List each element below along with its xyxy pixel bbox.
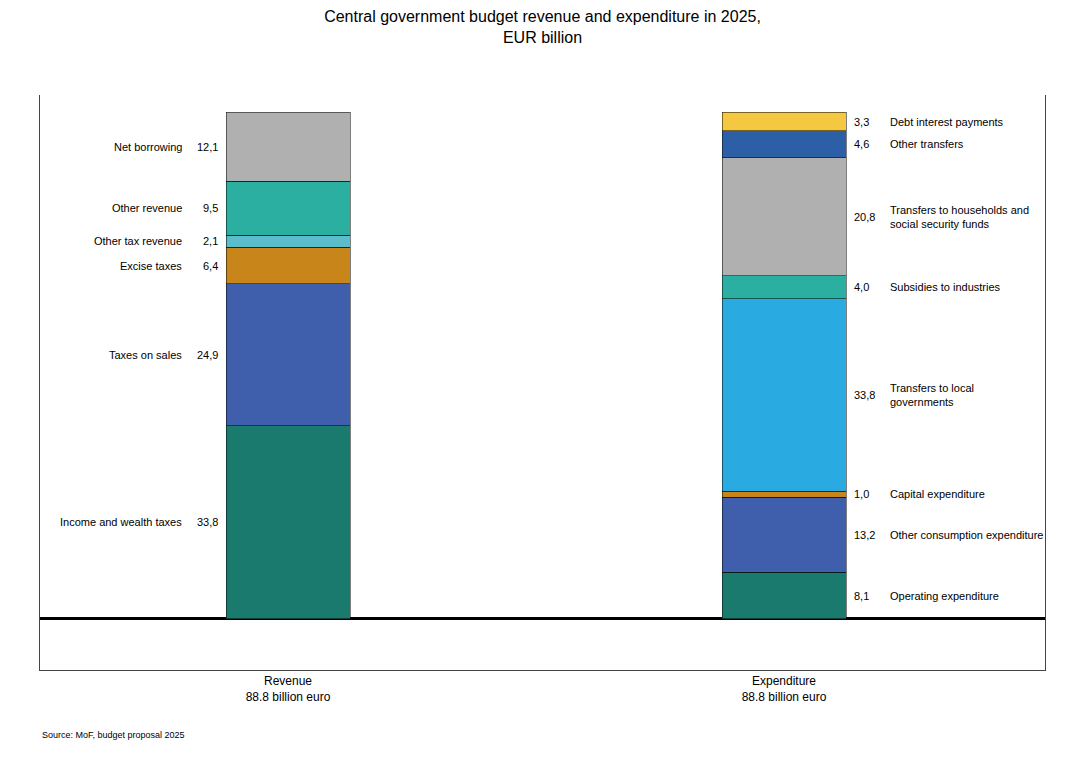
svg-text:12,1: 12,1: [197, 141, 218, 153]
svg-text:Other revenue: Other revenue: [112, 202, 182, 214]
svg-text:9,5: 9,5: [203, 202, 218, 214]
svg-text:24,9: 24,9: [197, 349, 218, 361]
svg-text:Transfers to households andsoc: Transfers to households andsocial securi…: [890, 204, 1029, 230]
svg-text:Subsidies to industries: Subsidies to industries: [890, 281, 1001, 293]
svg-text:4,6: 4,6: [854, 138, 869, 150]
svg-text:4,0: 4,0: [854, 281, 869, 293]
svg-text:Other transfers: Other transfers: [890, 138, 964, 150]
svg-text:Source: MoF, budget proposal 2: Source: MoF, budget proposal 2025: [42, 730, 185, 740]
svg-text:Transfers to localgovernments: Transfers to localgovernments: [890, 382, 974, 408]
svg-text:33,8: 33,8: [854, 389, 875, 401]
svg-text:13,2: 13,2: [854, 529, 875, 541]
svg-text:Operating expenditure: Operating expenditure: [890, 590, 999, 602]
svg-text:1,0: 1,0: [854, 488, 869, 500]
svg-text:Expenditure88.8 billion euro: Expenditure88.8 billion euro: [742, 674, 827, 704]
svg-text:6,4: 6,4: [203, 260, 218, 272]
svg-text:8,1: 8,1: [854, 590, 869, 602]
svg-text:33,8: 33,8: [197, 516, 218, 528]
svg-text:Capital expenditure: Capital expenditure: [890, 488, 985, 500]
svg-text:Other consumption expenditure: Other consumption expenditure: [890, 529, 1043, 541]
svg-text:Taxes on sales: Taxes on sales: [109, 349, 182, 361]
svg-text:Excise taxes: Excise taxes: [120, 260, 182, 272]
svg-text:Other tax revenue: Other tax revenue: [94, 235, 182, 247]
svg-text:Revenue88.8 billion euro: Revenue88.8 billion euro: [246, 674, 331, 704]
svg-text:Debt interest payments: Debt interest payments: [890, 116, 1004, 128]
svg-text:2,1: 2,1: [203, 235, 218, 247]
svg-text:Net borrowing: Net borrowing: [114, 141, 182, 153]
svg-text:Income and wealth taxes: Income and wealth taxes: [60, 516, 182, 528]
svg-text:20,8: 20,8: [854, 211, 875, 223]
svg-text:Central government budget reve: Central government budget revenue and ex…: [324, 8, 761, 46]
svg-text:3,3: 3,3: [854, 116, 869, 128]
